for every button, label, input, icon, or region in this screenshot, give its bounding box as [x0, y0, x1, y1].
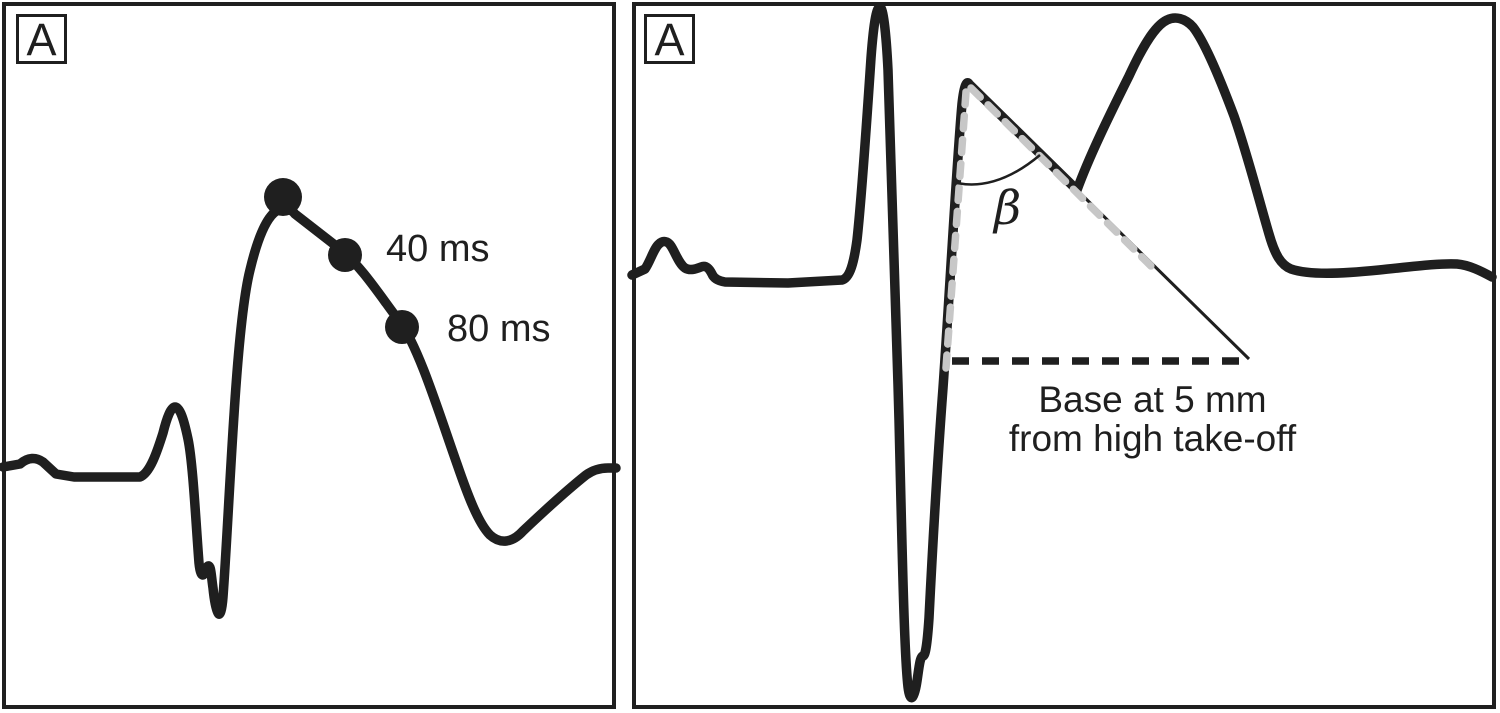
panel-left-label: A: [16, 14, 67, 64]
beta-slope-line: [1075, 188, 1251, 361]
upstroke-tangent-dashes: [942, 88, 970, 372]
panel-left-border: [2, 2, 616, 709]
beta-angle-arc: [956, 154, 1041, 186]
ecg-trace-right: [627, 2, 1497, 703]
takeoff-dot: [264, 178, 302, 216]
label-base-line2: from high take-off: [1008, 418, 1297, 459]
dot-80ms: [385, 310, 419, 344]
ecg-trace-left: [0, 203, 621, 619]
panel-left-artwork: [0, 2, 621, 709]
dot-40ms: [328, 238, 362, 272]
label-80ms: 80 ms: [447, 308, 551, 350]
downslope-tangent-dashes: [967, 84, 1161, 276]
panel-right-border: [632, 2, 1496, 709]
label-base: Base at 5 mm from high take-off: [980, 380, 1325, 458]
label-40ms: 40 ms: [386, 228, 490, 270]
label-base-line1: Base at 5 mm: [1038, 379, 1267, 420]
panel-right-label: A: [644, 14, 695, 64]
label-beta-angle: β: [994, 181, 1022, 236]
panel-right-artwork: [627, 2, 1497, 709]
